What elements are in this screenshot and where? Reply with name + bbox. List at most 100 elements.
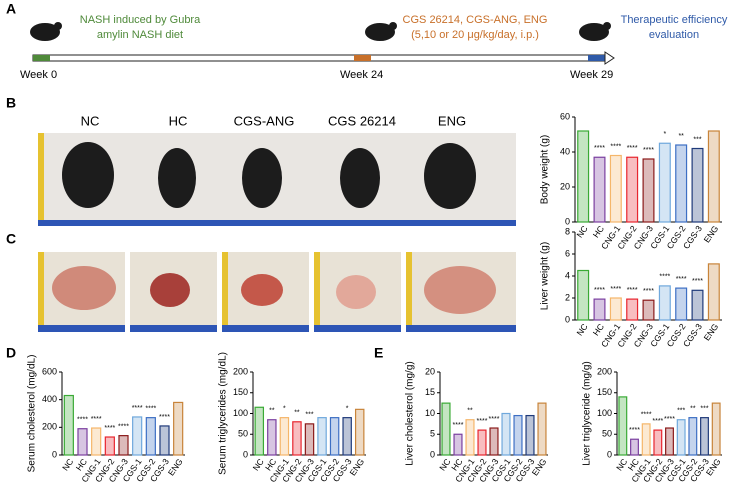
timeline-text: NASH induced by Gubra xyxy=(80,14,201,26)
panel-label: B xyxy=(6,95,16,111)
timeline-segment xyxy=(33,55,50,61)
bar xyxy=(626,298,639,321)
liver-photos xyxy=(38,252,516,332)
significance: **** xyxy=(641,412,652,419)
ruler xyxy=(222,325,309,332)
y-tick-label: 100 xyxy=(597,408,612,418)
bar xyxy=(665,427,674,456)
bar xyxy=(618,396,628,456)
bar xyxy=(342,417,352,456)
y-tick-label: 20 xyxy=(560,181,570,191)
y-tick-label: 200 xyxy=(597,366,612,376)
significance: **** xyxy=(692,278,703,285)
bar xyxy=(711,402,721,456)
y-tick-label: 50 xyxy=(602,429,612,439)
bar xyxy=(267,419,277,456)
bar xyxy=(691,147,704,223)
bar xyxy=(609,297,622,321)
mouse xyxy=(62,142,114,208)
y-tick-label: 400 xyxy=(42,394,57,404)
significance: **** xyxy=(627,145,638,152)
bar xyxy=(609,154,622,223)
panel-label: C xyxy=(6,231,16,247)
photo-label: HC xyxy=(169,113,188,128)
significance: **** xyxy=(610,143,621,150)
y-axis-label: Liver weight (g) xyxy=(540,242,551,310)
significance: **** xyxy=(594,287,605,294)
photo-label: ENG xyxy=(438,113,466,128)
ruler xyxy=(406,325,516,332)
bar xyxy=(707,130,720,223)
timeline-arrow xyxy=(604,51,615,65)
bar xyxy=(593,156,606,223)
bar xyxy=(329,417,340,456)
bar xyxy=(465,419,475,456)
y-axis-label: Liver triglyceride (mg/g) xyxy=(582,361,593,465)
y-tick-label: 15 xyxy=(425,387,435,397)
significance: **** xyxy=(627,287,638,294)
significance: **** xyxy=(159,414,170,421)
ruler xyxy=(406,252,412,332)
bar xyxy=(641,423,651,456)
x-tick-label: ENG xyxy=(702,224,721,245)
ruler xyxy=(38,133,44,226)
bar xyxy=(626,156,639,223)
bar xyxy=(675,144,688,223)
significance: *** xyxy=(677,408,685,415)
mouse-icon xyxy=(30,23,60,41)
bar xyxy=(477,429,487,456)
bar xyxy=(700,417,709,456)
mouse xyxy=(340,148,380,208)
bar xyxy=(104,436,115,456)
y-tick-label: 0 xyxy=(565,314,570,324)
significance: **** xyxy=(118,423,129,430)
ruler xyxy=(38,252,44,332)
mouse xyxy=(158,148,196,208)
timeline-segment xyxy=(588,55,605,61)
bar xyxy=(630,438,639,456)
y-tick-label: 40 xyxy=(560,146,570,156)
mouse xyxy=(242,148,282,208)
y-tick-label: 0 xyxy=(243,449,248,459)
significance: ** xyxy=(294,410,300,417)
bar xyxy=(577,130,590,223)
significance: **** xyxy=(489,416,500,423)
significance: **** xyxy=(676,276,687,283)
significance: **** xyxy=(453,422,464,429)
timeline: NASH induced by Gubra amylin NASH diet C… xyxy=(20,14,728,81)
y-tick-label: 100 xyxy=(233,408,248,418)
mouse xyxy=(424,143,476,209)
bar xyxy=(658,285,671,321)
ruler xyxy=(130,325,217,332)
bar xyxy=(513,414,523,456)
x-tick-label: ENG xyxy=(347,457,366,478)
week-label: Week 24 xyxy=(340,69,383,81)
y-tick-label: 50 xyxy=(238,429,248,439)
significance: *** xyxy=(700,405,708,412)
bar xyxy=(642,158,655,223)
bar xyxy=(593,298,606,321)
significance: **** xyxy=(477,418,488,425)
timeline-text: amylin NASH diet xyxy=(97,29,183,41)
panel-label: E xyxy=(374,345,383,361)
photo-label: CGS-ANG xyxy=(234,113,295,128)
bar xyxy=(525,414,535,456)
liver xyxy=(241,274,283,306)
y-tick-label: 0 xyxy=(565,216,570,226)
y-tick-label: 4 xyxy=(565,270,570,280)
significance: **** xyxy=(659,274,670,281)
mouse-icon xyxy=(54,22,62,30)
bar xyxy=(254,406,265,456)
timeline-segment xyxy=(354,55,371,61)
y-tick-label: 6 xyxy=(565,248,570,258)
y-tick-label: 600 xyxy=(42,366,57,376)
timeline-text: Therapeutic efficiency xyxy=(621,14,728,26)
mouse-icon xyxy=(579,23,609,41)
significance: **** xyxy=(132,405,143,412)
y-tick-label: 0 xyxy=(52,449,57,459)
x-tick-label: NC xyxy=(60,457,75,473)
week-label: Week 29 xyxy=(570,69,613,81)
significance: **** xyxy=(610,286,621,293)
x-tick-label: NC xyxy=(574,224,589,240)
